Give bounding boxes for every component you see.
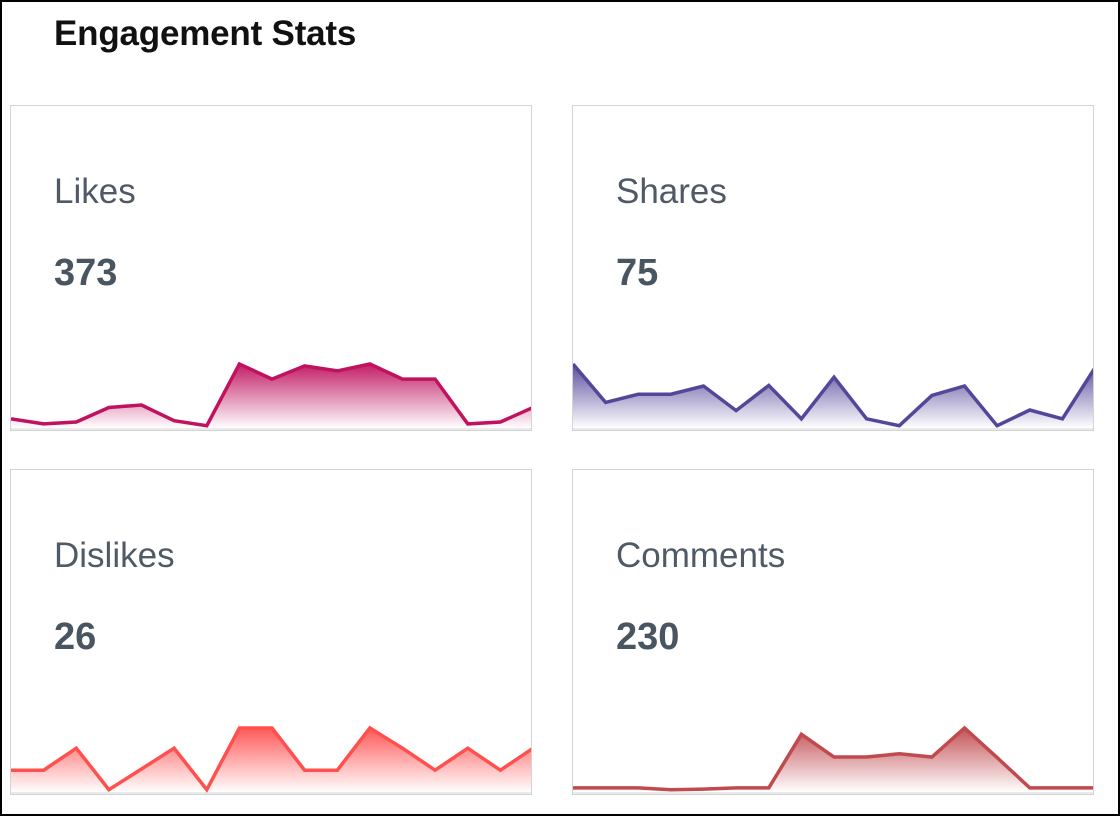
sparkline-area	[573, 728, 1093, 791]
sparkline-chart	[573, 725, 1093, 794]
sparkline-line	[573, 725, 1093, 792]
sparkline-area	[11, 728, 531, 791]
widget-title: Engagement Stats	[54, 14, 357, 53]
sparkline-area	[573, 364, 1093, 427]
stat-value: 26	[54, 616, 97, 658]
stat-label: Dislikes	[54, 536, 175, 575]
sparkline-line	[573, 362, 1093, 428]
sparkline-chart	[11, 725, 531, 794]
stat-card-comments: Comments 230	[572, 469, 1094, 795]
sparkline-chart	[573, 362, 1093, 430]
stat-value: 230	[616, 616, 680, 658]
stat-label: Shares	[616, 172, 727, 211]
stat-card-shares: Shares 75	[572, 105, 1094, 431]
stat-label: Likes	[54, 172, 136, 211]
stat-card-likes: Likes 373	[10, 105, 532, 431]
sparkline-chart	[11, 361, 531, 430]
stat-value: 75	[616, 252, 659, 294]
sparkline-line	[11, 361, 531, 428]
stat-label: Comments	[616, 536, 786, 575]
stat-value: 373	[54, 252, 118, 294]
sparkline-line	[11, 725, 531, 793]
stat-card-dislikes: Dislikes 26	[10, 469, 532, 795]
